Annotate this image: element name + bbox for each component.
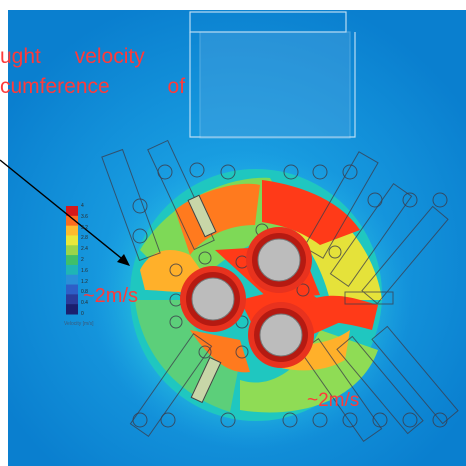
lower-slot	[190, 356, 222, 404]
legend-title: Velocity [m/s]	[64, 321, 94, 327]
legend-tick-label: 3.6	[81, 213, 88, 220]
legend-tick-label: 4	[81, 203, 84, 209]
pin-circles	[132, 162, 448, 428]
legend-swatch	[66, 284, 78, 295]
velocity-legend-bar	[66, 206, 78, 315]
annotation-arrow	[0, 159, 127, 263]
legend-swatch	[66, 264, 78, 276]
caption-line-1: ught velocity	[0, 45, 145, 68]
inlet-duct	[189, 11, 356, 139]
roller-left	[180, 266, 246, 332]
velocity-label-bottom: ~2m/s	[307, 390, 360, 411]
legend-tick-label: 0.8	[81, 289, 88, 296]
legend-tick-label: 2.4	[81, 246, 88, 253]
legend-swatch	[66, 245, 78, 256]
velocity-label-left: ~2m/s	[83, 285, 139, 307]
legend-swatch	[66, 255, 78, 266]
legend-swatch	[66, 304, 78, 315]
legend-tick-label: 0.4	[81, 300, 88, 307]
legend-tick-label: 1.6	[81, 267, 88, 274]
legend-tick-label: 3.2	[81, 224, 88, 231]
caption-line-2: cumference of	[0, 75, 186, 98]
legend-swatch	[66, 215, 78, 227]
rotor-disk	[130, 169, 382, 421]
legend-tick-label: 2	[81, 257, 84, 263]
arrow-head	[117, 254, 130, 266]
legend-tick-label: 1.2	[81, 278, 88, 285]
legend-swatch	[66, 206, 78, 217]
legend-swatch	[66, 294, 78, 305]
legend-tick-label: 0	[81, 311, 84, 317]
legend-tick-label: 2.8	[81, 235, 88, 242]
roller-upper	[246, 227, 312, 293]
upper-slot	[187, 194, 217, 238]
legend-swatch	[66, 274, 78, 286]
roller-lower	[248, 302, 314, 368]
legend-swatch	[66, 235, 78, 246]
legend-swatch	[66, 225, 78, 236]
